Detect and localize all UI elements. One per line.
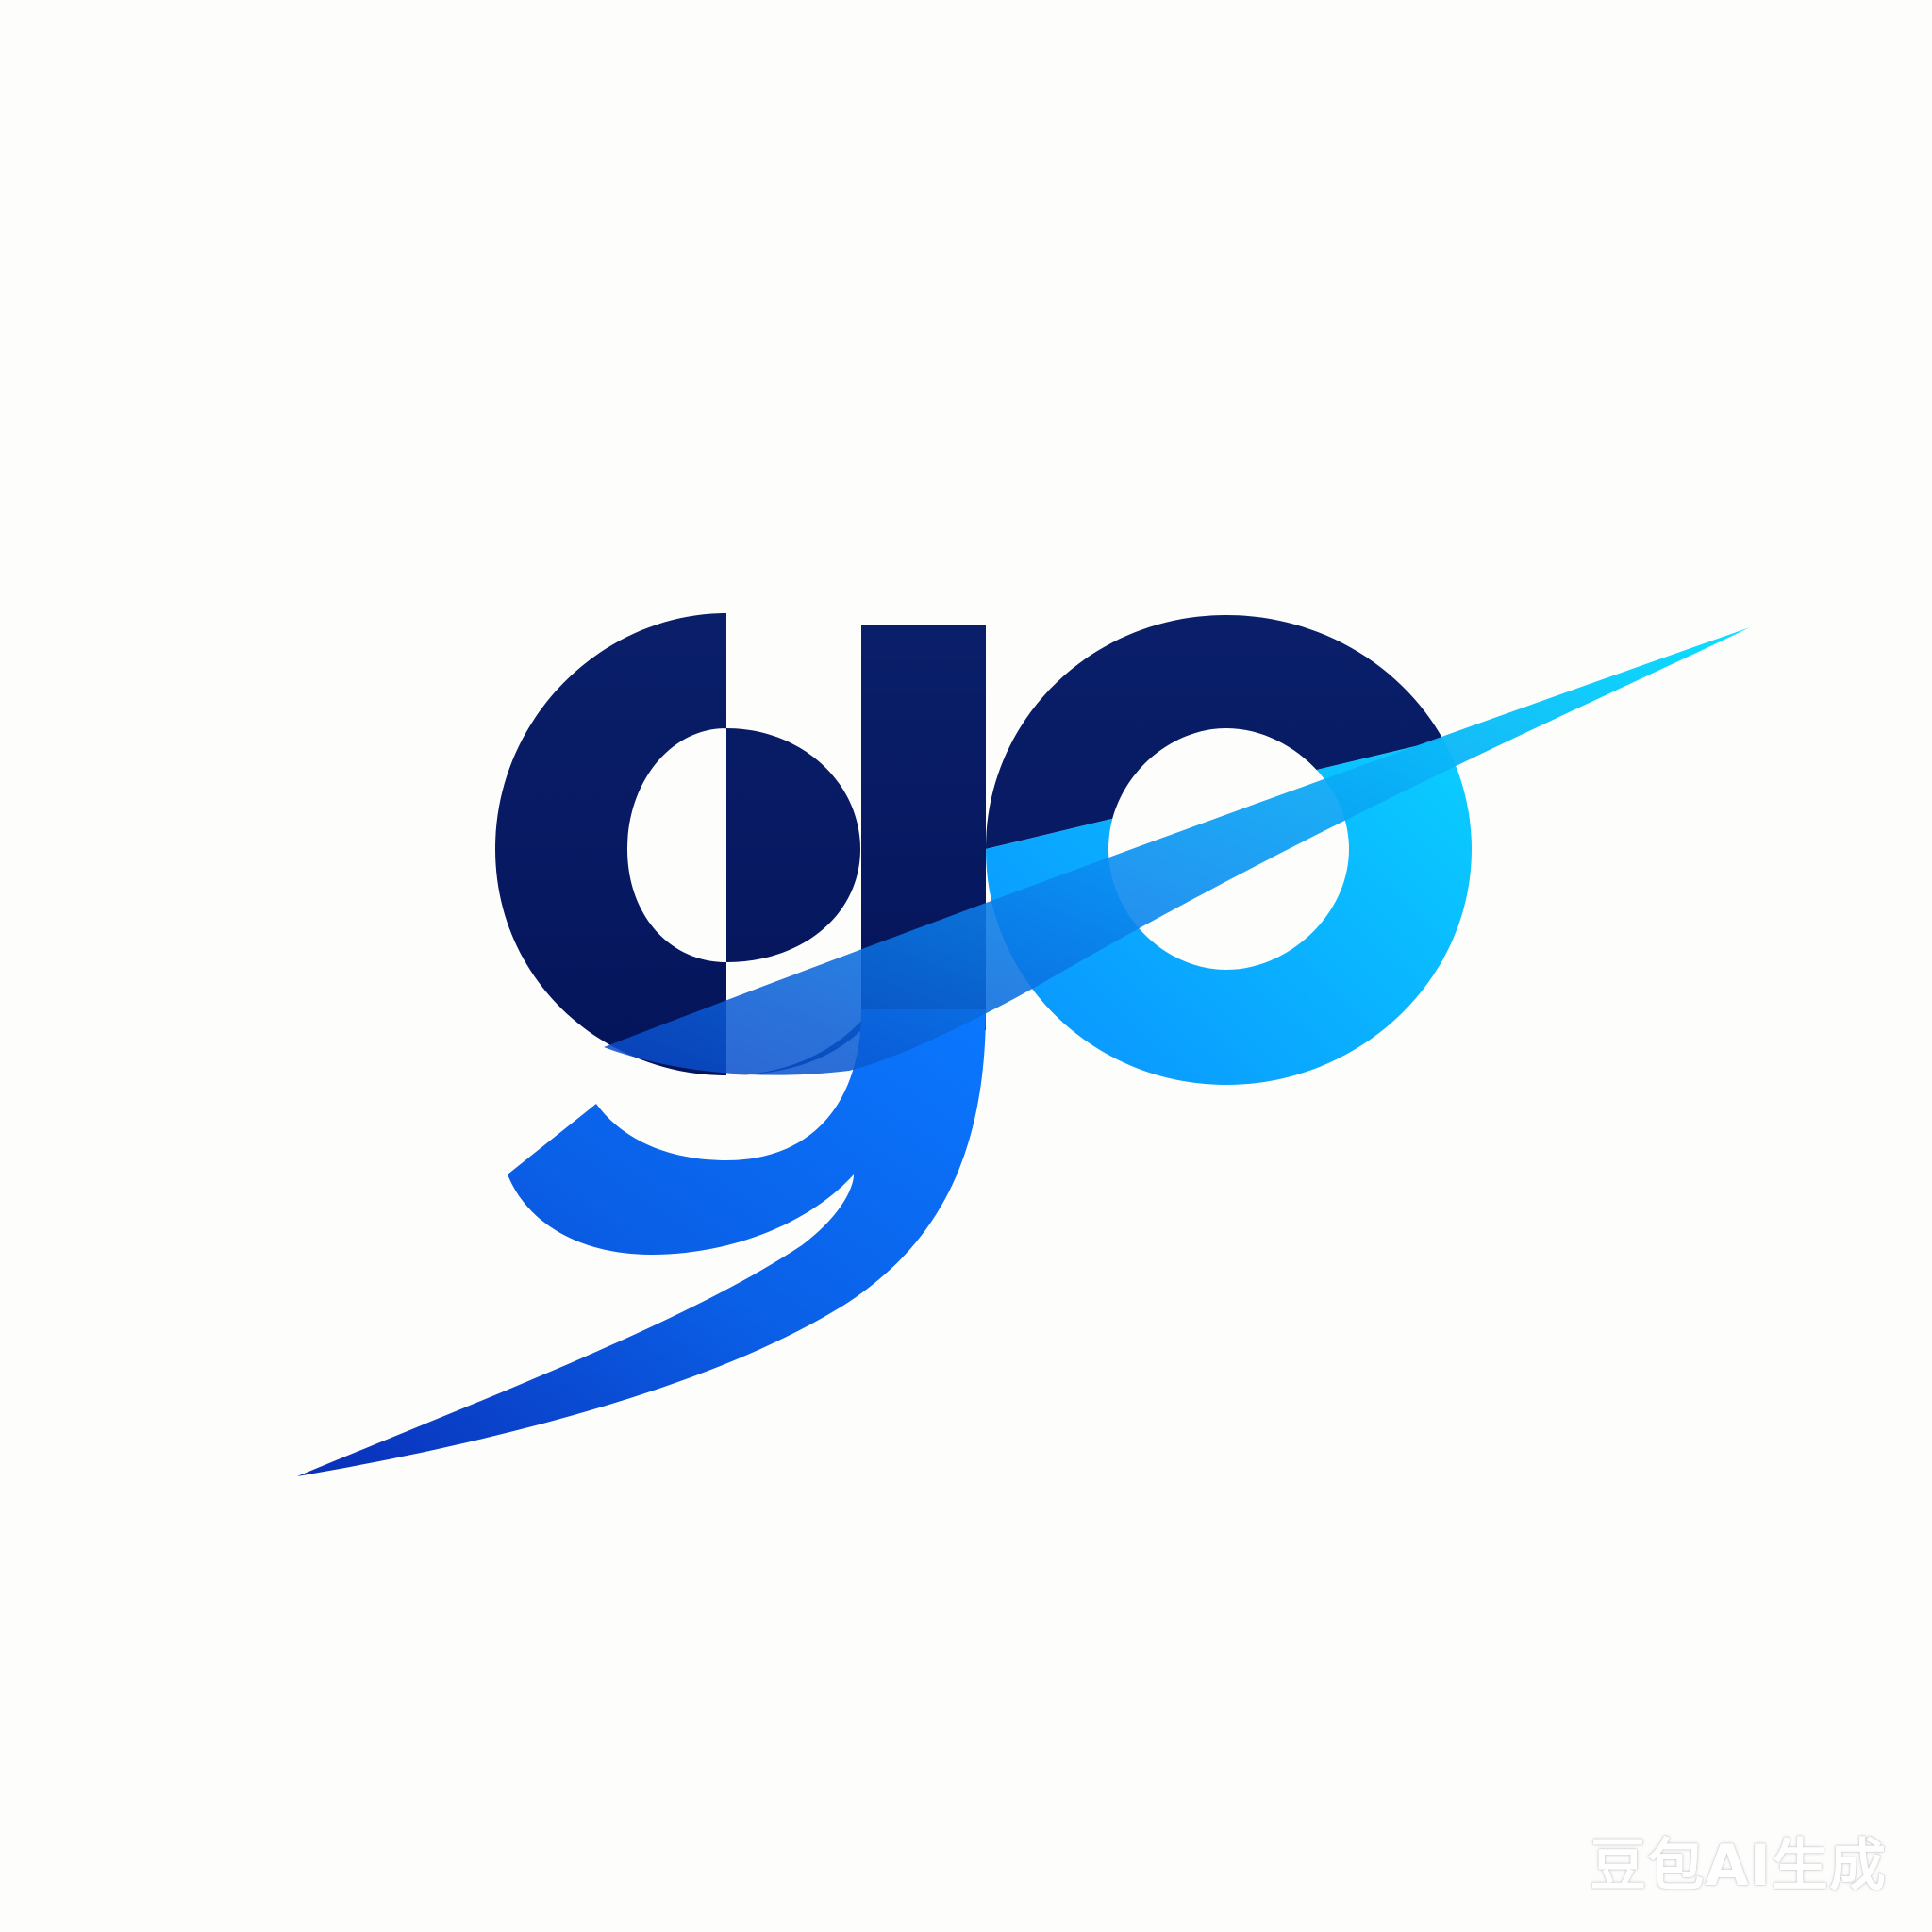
swoosh-band [604, 627, 1750, 1075]
letter-g-tail [297, 1009, 986, 1476]
letter-o [986, 615, 1472, 1085]
watermark-text: 豆包AI生成 [1590, 1833, 1887, 1899]
